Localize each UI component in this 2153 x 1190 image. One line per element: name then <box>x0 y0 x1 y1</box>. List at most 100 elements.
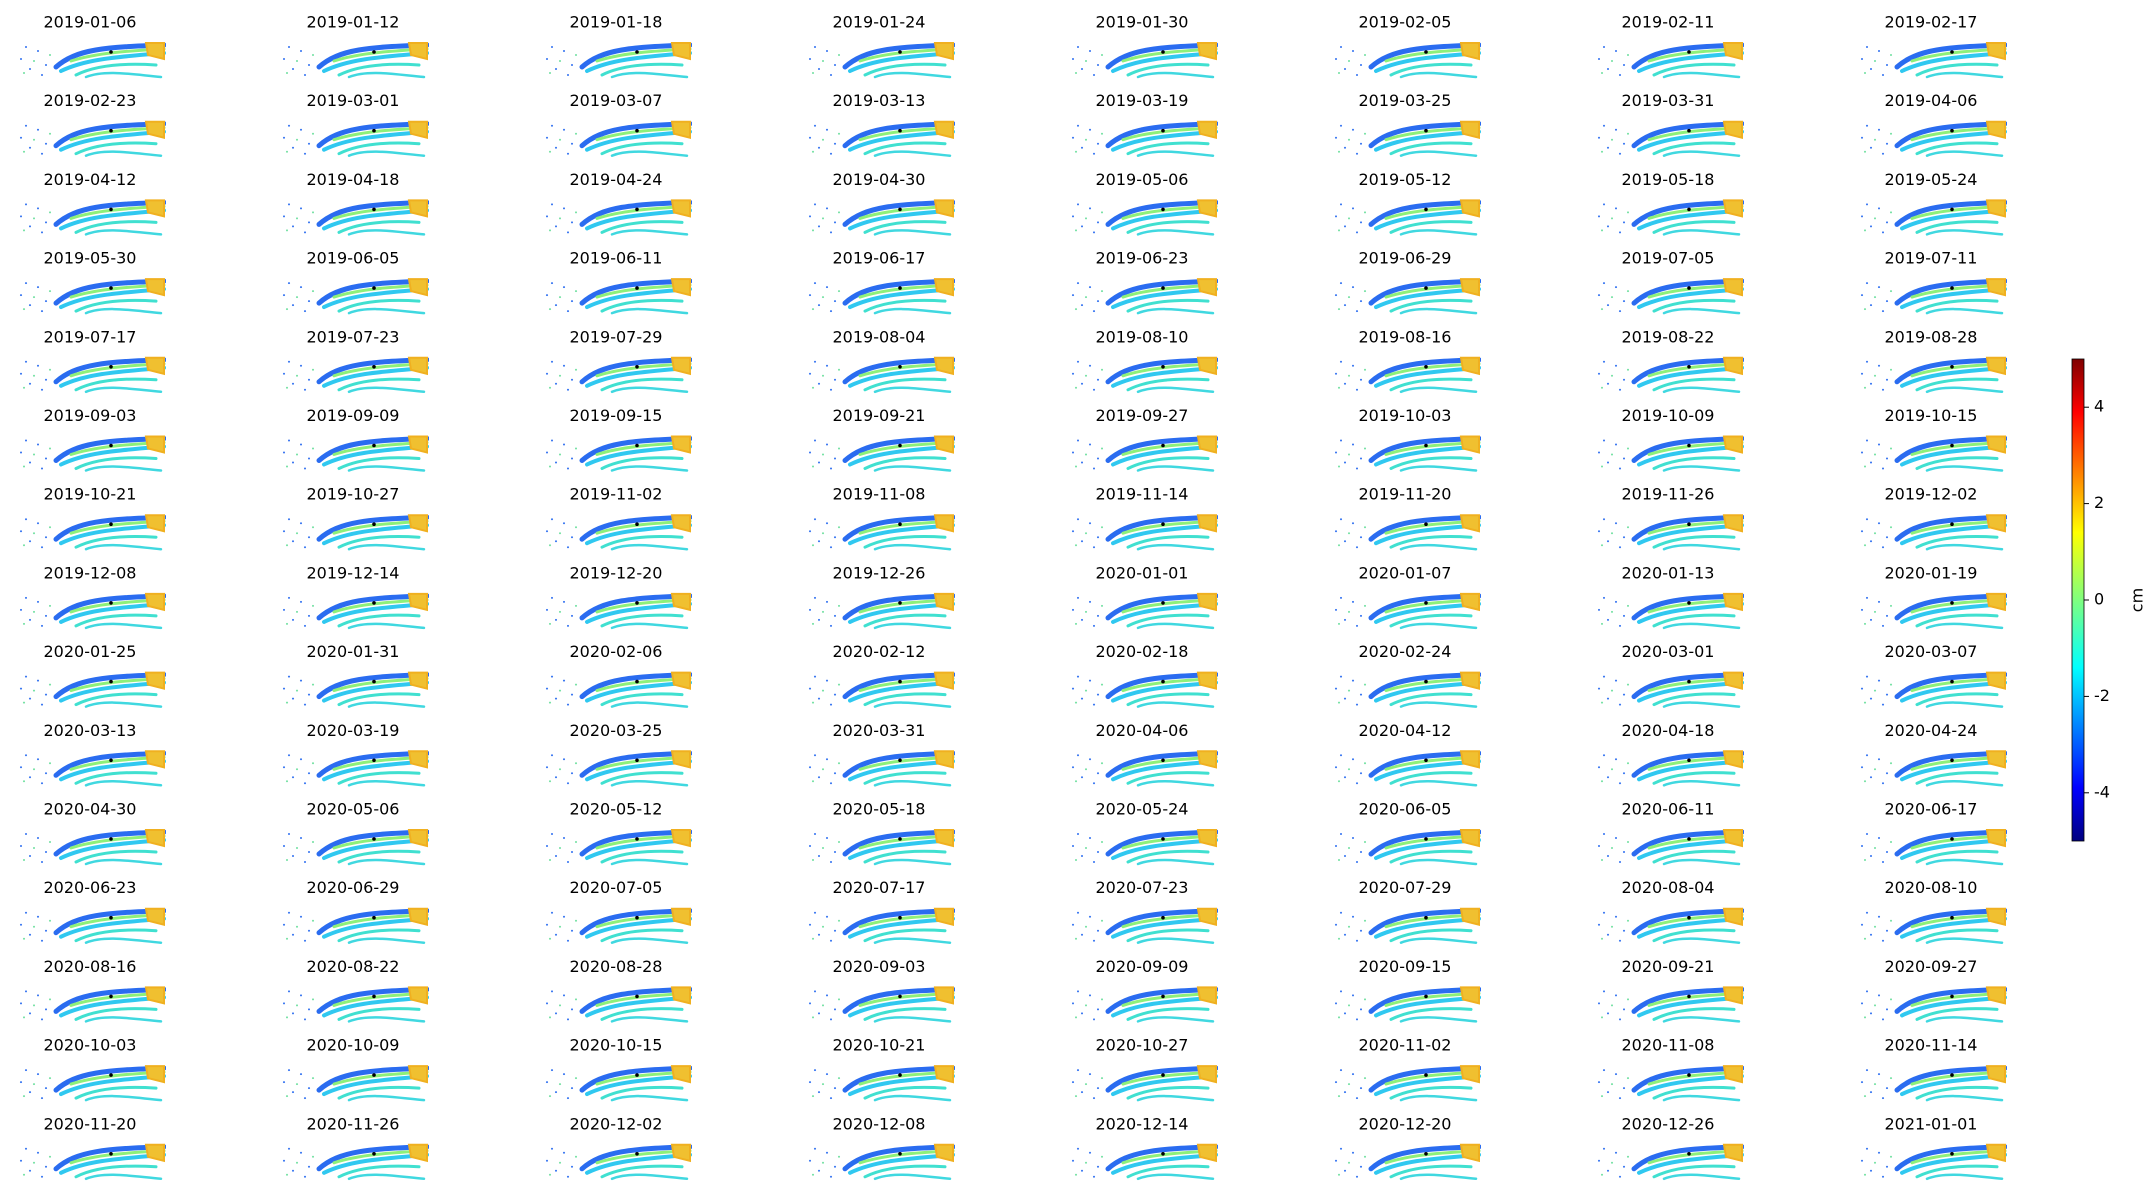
map-panel <box>809 437 953 471</box>
map-panel <box>1335 358 1479 392</box>
map-panel <box>1335 673 1479 707</box>
panel-title: 2019-01-30 <box>1096 13 1189 32</box>
panel-title: 2019-09-03 <box>44 406 137 425</box>
map-panel <box>1598 673 1742 707</box>
panel-title: 2020-12-26 <box>1622 1114 1715 1133</box>
map-panel <box>546 1066 690 1100</box>
panel-title: 2020-08-28 <box>570 957 663 976</box>
map-panel <box>20 830 164 864</box>
panel-title: 2020-05-06 <box>307 800 400 819</box>
map-panel <box>1335 751 1479 785</box>
map-panel <box>1861 987 2005 1021</box>
map-panel <box>1072 279 1216 313</box>
map-panel <box>1335 909 1479 943</box>
map-panel <box>283 1145 427 1179</box>
panel-title: 2020-01-25 <box>44 642 137 661</box>
map-panel <box>1072 830 1216 864</box>
panel-title: 2019-08-28 <box>1885 327 1978 346</box>
colorbar-tick-label: 0 <box>2094 590 2104 609</box>
map-panel <box>1598 122 1742 156</box>
panel-title: 2019-04-12 <box>44 170 137 189</box>
panel-title: 2020-11-02 <box>1359 1036 1452 1055</box>
panel-title: 2019-10-09 <box>1622 406 1715 425</box>
panel-title: 2020-03-13 <box>44 721 137 740</box>
map-panel <box>809 909 953 943</box>
map-panel <box>1335 437 1479 471</box>
panel-title: 2021-01-01 <box>1885 1114 1978 1133</box>
panel-title: 2019-12-14 <box>307 563 400 582</box>
panel-title: 2020-03-01 <box>1622 642 1715 661</box>
panel-title: 2019-10-15 <box>1885 406 1978 425</box>
panel-title: 2019-08-04 <box>833 327 926 346</box>
map-panel <box>546 358 690 392</box>
panel-title: 2019-08-10 <box>1096 327 1189 346</box>
map-panel <box>283 830 427 864</box>
panel-title: 2019-07-29 <box>570 327 663 346</box>
map-panel <box>1598 1145 1742 1179</box>
panel-title: 2019-11-08 <box>833 485 926 504</box>
map-panel <box>1072 43 1216 77</box>
map-panel <box>809 751 953 785</box>
panel-title: 2019-01-12 <box>307 13 400 32</box>
map-panel <box>809 200 953 234</box>
panel-title: 2020-07-23 <box>1096 878 1189 897</box>
panel-title: 2020-12-08 <box>833 1114 926 1133</box>
colorbar-tick-label: 2 <box>2094 493 2104 512</box>
map-panel <box>283 1066 427 1100</box>
map-panel <box>1861 515 2005 549</box>
panel-title: 2019-03-07 <box>570 91 663 110</box>
map-panel <box>1072 437 1216 471</box>
panel-title: 2020-05-24 <box>1096 800 1189 819</box>
map-panel <box>1598 515 1742 549</box>
map-panel <box>1861 909 2005 943</box>
panel-title: 2019-10-03 <box>1359 406 1452 425</box>
panel-title: 2019-12-20 <box>570 563 663 582</box>
map-panel <box>1072 594 1216 628</box>
map-panel <box>546 751 690 785</box>
panel-title: 2019-08-22 <box>1622 327 1715 346</box>
panel-title: 2020-12-02 <box>570 1114 663 1133</box>
map-panel <box>1335 594 1479 628</box>
map-panel <box>1598 1066 1742 1100</box>
panel-title: 2020-03-31 <box>833 721 926 740</box>
panel-title: 2020-04-06 <box>1096 721 1189 740</box>
map-panel <box>1861 594 2005 628</box>
map-panel <box>1335 200 1479 234</box>
panel-title: 2020-03-07 <box>1885 642 1978 661</box>
panel-title: 2020-11-14 <box>1885 1036 1978 1055</box>
map-panel <box>1598 909 1742 943</box>
panel-title: 2019-11-14 <box>1096 485 1189 504</box>
map-panel <box>546 987 690 1021</box>
map-panel <box>1335 1066 1479 1100</box>
map-panel <box>1598 751 1742 785</box>
panel-title: 2020-07-29 <box>1359 878 1452 897</box>
map-panel <box>546 43 690 77</box>
map-panel <box>1861 1145 2005 1179</box>
panel-title: 2019-03-13 <box>833 91 926 110</box>
panel-title: 2019-01-24 <box>833 13 926 32</box>
panel-title: 2020-07-17 <box>833 878 926 897</box>
panel-title: 2019-12-08 <box>44 563 137 582</box>
panel-grid: 2019-01-06 2019-01-12 2019-01-18 2019-01-24… <box>20 13 2005 1179</box>
map-panel <box>1335 515 1479 549</box>
map-panel <box>809 515 953 549</box>
panel-title: 2020-01-07 <box>1359 563 1452 582</box>
panel-title: 2019-05-06 <box>1096 170 1189 189</box>
panel-title: 2020-10-21 <box>833 1036 926 1055</box>
map-panel <box>809 122 953 156</box>
map-panel <box>546 200 690 234</box>
panel-title: 2020-03-25 <box>570 721 663 740</box>
map-panel <box>1072 673 1216 707</box>
map-panel <box>283 673 427 707</box>
panel-title: 2019-07-17 <box>44 327 137 346</box>
panel-title: 2020-10-03 <box>44 1036 137 1055</box>
map-panel <box>1072 909 1216 943</box>
panel-title: 2020-06-17 <box>1885 800 1978 819</box>
panel-title: 2019-09-09 <box>307 406 400 425</box>
map-panel <box>546 673 690 707</box>
panel-title: 2020-02-06 <box>570 642 663 661</box>
map-panel <box>809 1066 953 1100</box>
panel-title: 2020-01-13 <box>1622 563 1715 582</box>
map-panel <box>1598 279 1742 313</box>
